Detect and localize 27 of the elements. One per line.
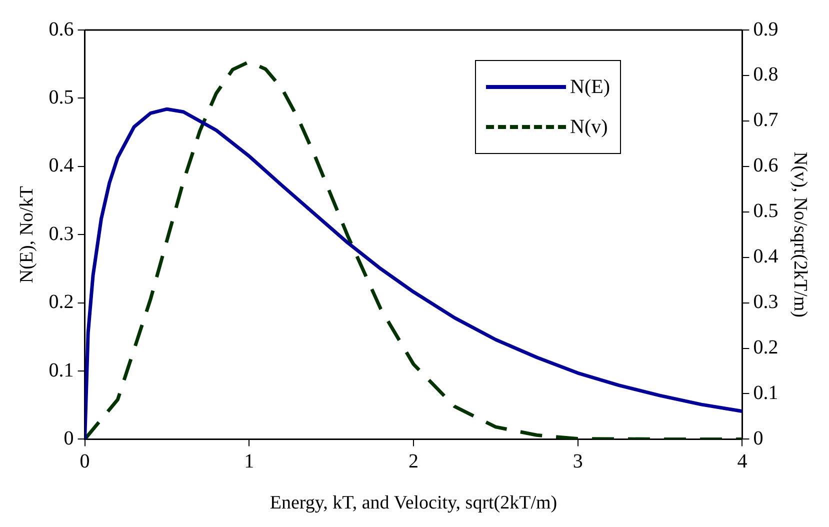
y-tick-label: 0: [64, 427, 74, 450]
y2-tick-label: 0.3: [753, 291, 778, 314]
legend-label: N(E): [570, 76, 610, 98]
y-tick-label: 0.4: [48, 154, 74, 177]
y-tick-label: 0.5: [48, 86, 74, 108]
y2-tick-label: 0.2: [753, 336, 778, 359]
x-tick-label: 2: [408, 450, 418, 472]
y-axis-title: N(E), No/kT: [16, 186, 38, 284]
y-tick-label: 0.6: [48, 18, 74, 40]
x-tick-label: 1: [244, 450, 254, 472]
y-tick-label: 0.2: [48, 291, 74, 314]
y2-axis-title: N(v), No/sqrt(2kT/m): [790, 152, 811, 318]
x-tick-label: 3: [572, 450, 583, 472]
y2-tick-label: 0.8: [753, 64, 778, 86]
y2-tick-label: 0.9: [753, 18, 778, 40]
y-tick-label: 0.1: [48, 359, 74, 382]
y2-tick-label: 0.4: [753, 246, 778, 268]
legend-label: N(v): [570, 116, 608, 138]
y2-tick-label: 0.6: [753, 154, 778, 177]
y2-tick-label: 0.7: [753, 109, 778, 132]
y2-tick-label: 0.1: [753, 382, 778, 404]
y2-tick-label: 0.5: [753, 200, 778, 222]
x-tick-label: 4: [737, 450, 748, 472]
y-tick-label: 0.3: [48, 222, 74, 245]
x-tick-label: 0: [80, 450, 90, 472]
y2-tick-label: 0: [753, 427, 764, 450]
x-axis-title: Energy, kT, and Velocity, sqrt(2kT/m): [270, 492, 558, 514]
